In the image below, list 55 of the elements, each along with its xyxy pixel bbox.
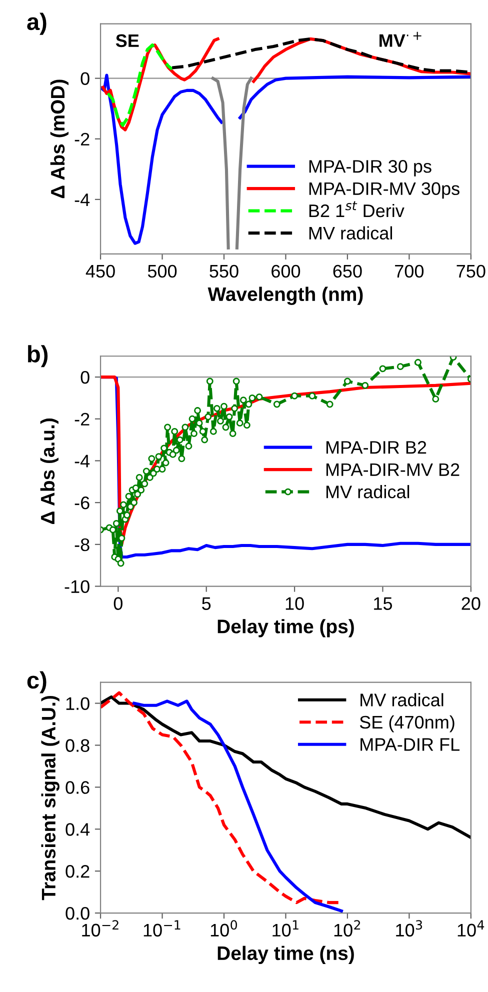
x-tick-label: 650 bbox=[333, 264, 362, 278]
x-tick-label: 10$^{2}$ bbox=[334, 920, 360, 937]
x-tick-label: 750 bbox=[456, 264, 486, 278]
legend-label: MPA-DIR FL bbox=[360, 738, 460, 751]
y-tick-label: 0 bbox=[80, 72, 90, 86]
legend-label: MPA-DIR-MV B2 bbox=[326, 463, 460, 476]
y-tick-label: 0.4 bbox=[66, 823, 90, 836]
y-axis-title: Δ Abs (a.u.) bbox=[40, 418, 58, 524]
x-axis-title: Delay time (ps) bbox=[218, 619, 354, 638]
x-tick-label: 0 bbox=[114, 597, 122, 610]
legend-label: SE (470nm) bbox=[360, 715, 454, 732]
y-axis-title: Δ Abs (mOD) bbox=[50, 80, 69, 198]
y-tick-label: 0.2 bbox=[66, 865, 90, 878]
x-axis-title: Wavelength (nm) bbox=[208, 286, 363, 305]
x-tick-label: 700 bbox=[395, 264, 424, 278]
x-axis-title: Delay time (ns) bbox=[218, 946, 354, 964]
x-tick-label: 10$^{4}$ bbox=[458, 920, 484, 937]
y-tick-label: -2 bbox=[74, 412, 90, 426]
chart-title: c) bbox=[27, 671, 46, 694]
legend-label: B2 1$^{st}$ Deriv bbox=[309, 201, 404, 218]
y-tick-label: -4 bbox=[74, 194, 90, 206]
chart-title: b) bbox=[28, 345, 48, 368]
legend-label: MV radical bbox=[309, 226, 392, 240]
x-tick-label: 15 bbox=[374, 597, 392, 610]
y-tick-label: -10 bbox=[64, 580, 90, 593]
x-tick-label: 5 bbox=[202, 597, 211, 610]
x-tick-label: 10$^{1}$ bbox=[272, 920, 298, 937]
y-tick-label: 0.8 bbox=[66, 739, 90, 752]
legend-label: MV radical bbox=[326, 485, 410, 498]
x-tick-label: 10$^{0}$ bbox=[210, 920, 238, 937]
legend-label: MV radical bbox=[360, 693, 444, 706]
x-tick-label: 500 bbox=[148, 264, 177, 278]
y-tick-label: 0 bbox=[80, 370, 90, 384]
annotation: SE bbox=[116, 34, 139, 48]
x-tick-label: 20 bbox=[462, 597, 480, 610]
y-axis-title: Transient signal (A.U.) bbox=[41, 696, 60, 900]
chart-title: a) bbox=[27, 12, 46, 35]
y-tick-label: 0.6 bbox=[66, 781, 90, 794]
x-tick-label: 10$^{−1}$ bbox=[144, 920, 180, 937]
y-tick-label: 1.0 bbox=[66, 697, 90, 710]
x-tick-label: 600 bbox=[272, 264, 300, 278]
y-tick-label: 0.0 bbox=[66, 906, 90, 920]
x-tick-label: 10 bbox=[286, 597, 304, 610]
y-tick-label: -2 bbox=[74, 132, 90, 146]
legend-label: MPA-DIR-MV 30ps bbox=[309, 182, 460, 199]
legend-label: MPA-DIR B2 bbox=[326, 441, 426, 454]
x-tick-label: 10$^{3}$ bbox=[396, 920, 422, 937]
x-tick-label: 550 bbox=[210, 264, 238, 278]
y-tick-label: -4 bbox=[74, 454, 90, 468]
x-tick-label: 450 bbox=[86, 264, 115, 278]
y-tick-label: -6 bbox=[74, 496, 90, 510]
legend-label: MPA-DIR 30 ps bbox=[309, 160, 432, 176]
x-tick-label: 10$^{−2}$ bbox=[82, 920, 118, 937]
y-tick-label: -8 bbox=[74, 538, 90, 552]
annotation: MV$^{·+}$ bbox=[380, 32, 422, 47]
